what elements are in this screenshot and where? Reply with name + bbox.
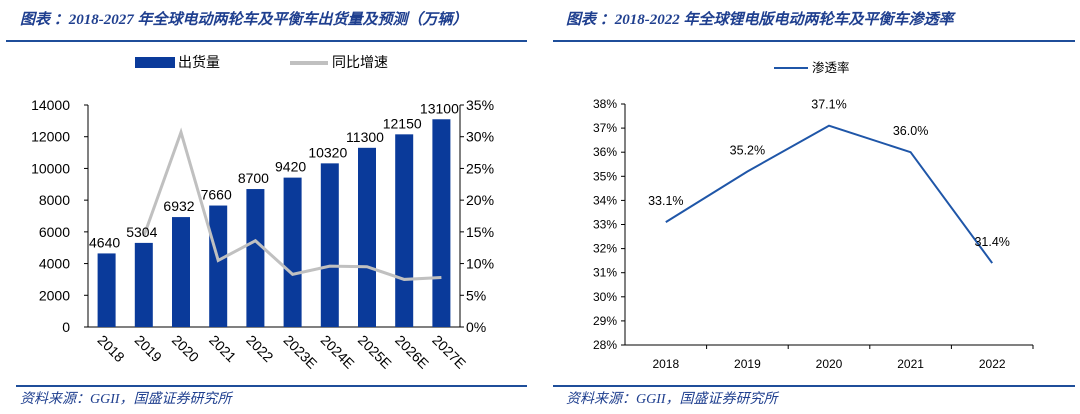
y-tick-label: 33% [593, 218, 617, 232]
y-tick-label: 34% [593, 193, 617, 207]
y-tick-label: 0 [62, 319, 70, 335]
x-tick-label: 2022 [979, 357, 1006, 371]
x-tick-label: 2018 [94, 332, 127, 365]
penetration-data-label: 37.1% [811, 98, 846, 112]
x-tick-label: 2019 [734, 357, 761, 371]
bar-2018 [97, 253, 116, 327]
bar-data-label: 4640 [89, 234, 120, 250]
x-tick-label: 2027E [429, 332, 469, 372]
bar-2023E [283, 177, 302, 327]
penetration-data-label: 35.2% [730, 143, 765, 157]
x-tick-label: 2021 [206, 332, 239, 365]
bar-2027E [432, 119, 451, 328]
left-chart-title: 图表 ：2018-2027 年全球电动两轮车及平衡车出货量及预测（万辆） [20, 10, 468, 28]
bar-data-label: 9420 [275, 159, 306, 175]
y-tick-label: 30% [593, 290, 617, 304]
legend-bar-label: 出货量 [178, 54, 220, 70]
y-tick-label: 29% [593, 314, 617, 328]
y-tick-label: 35% [593, 169, 617, 183]
bar-data-label: 7660 [201, 187, 232, 203]
y2-tick-label: 10% [466, 256, 494, 272]
bar-2025E [358, 147, 376, 327]
y-tick-label: 37% [593, 121, 617, 135]
legend-penetration-label: 渗透率 [812, 60, 850, 75]
x-tick-label: 2020 [169, 332, 202, 365]
bar-2022 [246, 189, 265, 327]
growth-line [142, 127, 442, 281]
x-tick-label: 2024E [318, 332, 358, 372]
bar-data-label: 6932 [163, 198, 194, 214]
y-tick-label: 38% [593, 97, 617, 111]
left-chart: 0 2000 4000 6000 8000 10000 12000 14000 0% 5% 10% 1… [31, 97, 494, 372]
y-tick-label: 36% [593, 145, 617, 159]
bar-2019 [134, 242, 153, 327]
y-tick-label: 2000 [39, 287, 70, 303]
y2-tick-label: 5% [466, 287, 486, 303]
right-source: 资料来源：GGII，国盛证券研究所 [566, 391, 780, 407]
bar-2021 [209, 205, 228, 327]
x-tick-label: 2025E [355, 332, 395, 372]
x-tick-label: 2020 [816, 357, 843, 371]
y-tick-label: 28% [593, 338, 617, 352]
penetration-data-label: 33.1% [648, 194, 683, 208]
y2-tick-label: 15% [466, 224, 494, 240]
y-tick-label: 8000 [39, 192, 70, 208]
y-tick-label: 6000 [39, 224, 70, 240]
y-tick-label: 32% [593, 242, 617, 256]
bar-2026E [395, 134, 414, 327]
bar-2024E [320, 163, 339, 327]
right-chart-title: 图表 ：2018-2022 年全球锂电版电动两轮车及平衡车渗透率 [566, 10, 956, 28]
legend-line-label: 同比增速 [332, 54, 388, 70]
penetration-data-label: 31.4% [974, 235, 1009, 249]
bar-data-label: 12150 [383, 115, 422, 131]
x-tick-label: 2022 [243, 332, 276, 365]
y-tick-label: 10000 [31, 160, 70, 176]
left-source: 资料来源：GGII，国盛证券研究所 [20, 391, 234, 407]
bar-2020 [172, 217, 190, 327]
y-tick-label: 31% [593, 266, 617, 280]
penetration-data-label: 36.0% [893, 124, 928, 138]
x-tick-label: 2021 [897, 357, 924, 371]
bar-data-label: 13100 [420, 100, 459, 116]
y2-tick-label: 20% [466, 192, 494, 208]
bar-data-label: 10320 [308, 144, 347, 160]
penetration-line [665, 124, 994, 264]
bar-data-label: 5304 [126, 224, 157, 240]
y-tick-label: 12000 [31, 129, 70, 145]
y2-tick-label: 0% [466, 319, 486, 335]
bar-data-label: 11300 [346, 129, 384, 145]
x-tick-label: 2018 [652, 357, 679, 371]
y2-tick-label: 30% [466, 129, 494, 145]
x-tick-label: 2026E [392, 332, 432, 372]
legend-bar-swatch [135, 57, 175, 68]
y-tick-label: 14000 [31, 97, 70, 113]
right-chart: 28% 29% 30% 31% 32% 33% 34% 35% 36% 37% 38% 2018 201… [593, 97, 1034, 371]
bar-data-label: 8700 [238, 170, 269, 186]
y2-tick-label: 25% [466, 160, 494, 176]
x-tick-label: 2023E [280, 332, 320, 372]
x-tick-label: 2019 [132, 332, 165, 365]
y2-tick-label: 35% [466, 97, 494, 113]
y-tick-label: 4000 [39, 256, 70, 272]
